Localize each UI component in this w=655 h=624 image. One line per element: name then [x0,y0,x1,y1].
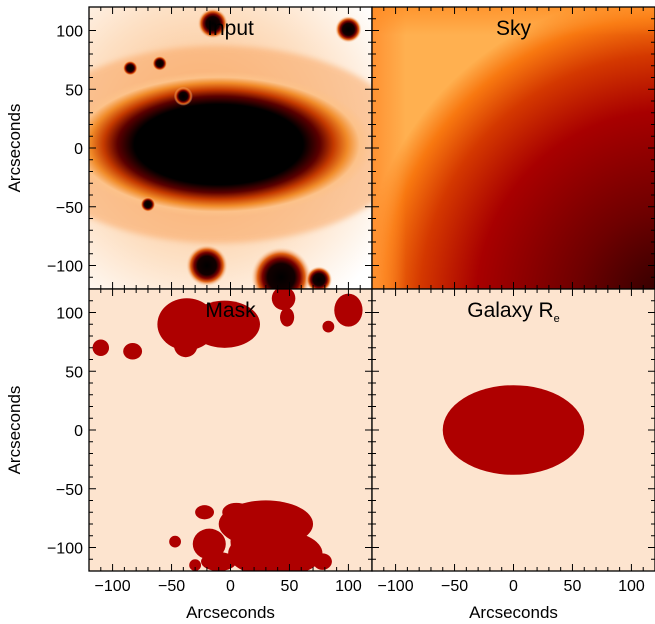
ticks [372,7,655,289]
point-source [186,244,228,287]
panel-title: Mask [205,299,256,322]
x-tick-label: 0 [509,578,518,595]
y-tick-label: −50 [56,482,83,499]
masked-region [280,307,295,327]
masked-region [271,289,296,311]
x-tick-label: 100 [618,578,645,595]
panel-image-sky [372,7,655,289]
point-source [152,55,168,71]
x-tick-label: 0 [226,578,235,595]
point-source [122,60,138,76]
sky-top-edge [372,7,655,289]
ticks [89,7,372,289]
panel-input: −100 −50 0 50 100 Arcseconds Input [5,6,373,290]
masked-region [173,333,198,358]
masked-region [92,339,110,357]
ticks [89,289,372,571]
y-tick-label: −100 [47,541,83,558]
point-source [140,196,156,212]
y-tick-label: 50 [65,82,83,99]
x-tick-label: 50 [564,578,582,595]
masked-region [169,535,181,548]
x-tick-label: −100 [378,578,414,595]
y-tick-label: −50 [56,200,83,217]
point-source [305,266,333,289]
y-tick-label: 100 [56,306,83,323]
y-tick-label: 50 [65,364,83,381]
panel-title-subscript: e [554,313,560,325]
masked-region [192,528,226,560]
point-source [197,8,228,39]
x-axis-label: Arcseconds [469,603,558,622]
masked-region [189,300,260,348]
panel-mask: −100 −50 0 50 100 −100 −50 0 50 100 Arcseconds Arcs… [5,288,373,622]
point-source [251,247,312,289]
point-source [335,16,362,43]
masked-region [313,553,332,570]
panel-image-galaxy-r [372,289,655,571]
panel-title: Sky [496,17,532,40]
x-tick-label: −50 [158,578,185,595]
masked-region [195,505,214,520]
masked-region [230,518,266,566]
galaxy [89,71,372,218]
masked-region [189,559,202,571]
masked-region [222,502,251,522]
masked-region [123,343,143,360]
panel-galaxy-r: −100 −50 0 50 100 Arcseconds Galaxy Re [371,288,655,622]
masked-region [201,552,237,571]
panel-title: Galaxy Re [467,299,559,325]
panel-image-mask [89,289,372,571]
panel-title: Input [207,17,254,40]
y-tick-label: 0 [74,423,83,440]
panel-image-input [89,7,372,289]
x-tick-label: −100 [95,578,131,595]
x-tick-label: 50 [281,578,299,595]
panel-sky: Sky [371,6,655,290]
y-tick-label: 100 [56,24,83,41]
masked-region [322,320,335,333]
y-tick-label: −100 [47,259,83,276]
point-source [173,86,193,106]
x-axis-label: Arcseconds [186,603,275,622]
y-axis-label: Arcseconds [5,386,24,475]
y-axis-label: Arcseconds [5,104,24,193]
masked-region [334,293,363,327]
x-tick-label: 100 [335,578,362,595]
x-tick-label: −50 [441,578,468,595]
masked-region [442,385,585,475]
y-tick-label: 0 [74,141,83,158]
ticks [372,289,655,571]
